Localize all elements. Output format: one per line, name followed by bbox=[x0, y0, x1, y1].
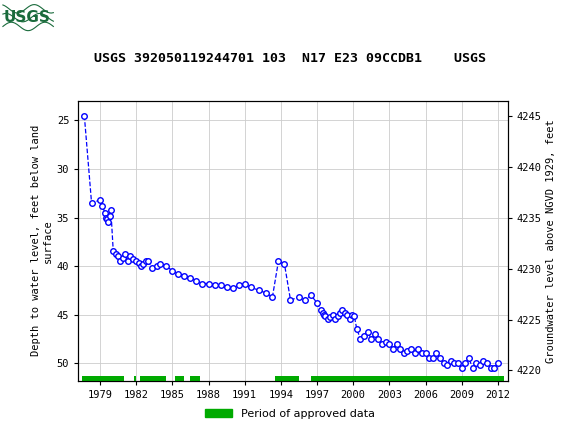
FancyBboxPatch shape bbox=[3, 3, 52, 32]
Text: USGS: USGS bbox=[4, 10, 51, 25]
Text: USGS 392050119244701 103  N17 E23 09CCDB1    USGS: USGS 392050119244701 103 N17 E23 09CCDB1… bbox=[94, 52, 486, 65]
Legend: Period of approved data: Period of approved data bbox=[200, 404, 380, 424]
Y-axis label: Depth to water level, feet below land
surface: Depth to water level, feet below land su… bbox=[31, 125, 53, 356]
Y-axis label: Groundwater level above NGVD 1929, feet: Groundwater level above NGVD 1929, feet bbox=[546, 119, 556, 362]
